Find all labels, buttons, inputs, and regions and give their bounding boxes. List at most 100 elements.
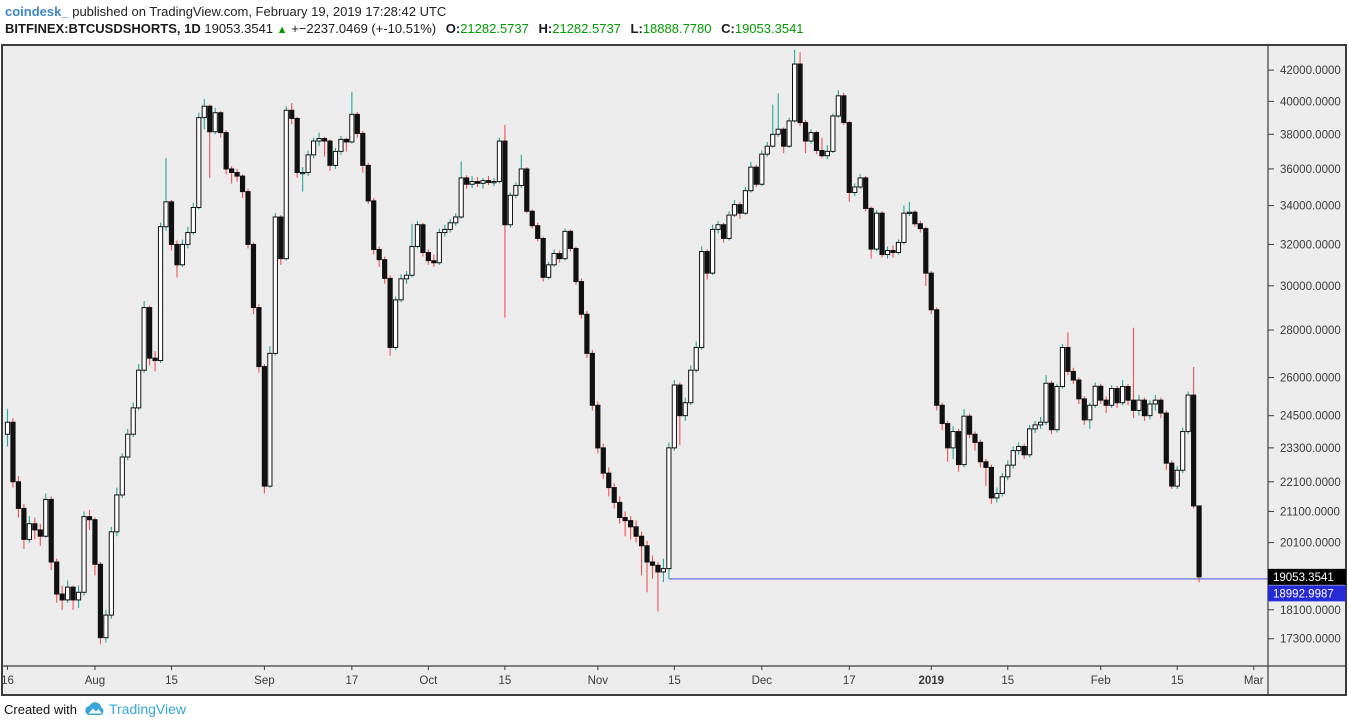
candle-body — [802, 122, 809, 142]
time-tick-label: Sep — [254, 675, 274, 687]
candle-body — [1103, 399, 1109, 406]
candle-body — [726, 214, 732, 239]
candle-body — [300, 172, 306, 175]
candle-body — [688, 369, 694, 404]
candle-body — [1070, 370, 1076, 381]
candle-body — [546, 264, 552, 278]
candle-body — [977, 441, 984, 463]
candle-body — [37, 529, 43, 537]
candle-body — [294, 117, 300, 174]
candle-body — [4, 421, 11, 435]
candle-body — [945, 423, 951, 449]
candle-body — [906, 211, 912, 214]
candle-body — [223, 132, 229, 170]
footer-attribution: Created with TradingView — [4, 701, 186, 717]
candle-body — [955, 431, 962, 466]
candle-body — [212, 112, 218, 133]
candle-body — [157, 226, 164, 362]
candlestick-series[interactable] — [4, 49, 1202, 645]
candle-body — [1065, 346, 1071, 372]
candle-body — [770, 133, 776, 147]
candle-body — [939, 404, 945, 425]
candle-body — [485, 180, 492, 183]
candle-body — [852, 186, 858, 194]
publisher-link[interactable]: coindesk_ — [5, 4, 69, 19]
candle-body — [81, 516, 87, 593]
candle-body — [1087, 404, 1093, 421]
tradingview-brand-link[interactable]: TradingView — [108, 701, 187, 717]
candle-body — [677, 384, 683, 417]
candle-body — [660, 568, 667, 573]
up-triangle-icon: ▲ — [276, 24, 288, 36]
candle-body — [917, 223, 923, 230]
price-tick-label: 42000.0000 — [1280, 65, 1341, 77]
candle-body — [649, 561, 656, 566]
symbol-title[interactable]: BITFINEX:BTCUSDSHORTS, 1D — [5, 21, 201, 36]
candle-body — [469, 181, 475, 185]
candle-body — [321, 138, 328, 142]
candle-body — [1021, 445, 1027, 456]
candle-body — [699, 251, 705, 348]
price-tick-label: 38000.0000 — [1280, 129, 1341, 141]
candle-body — [600, 447, 606, 474]
candle-body — [1125, 386, 1131, 401]
candle-body — [267, 352, 273, 487]
candle-body — [562, 230, 568, 260]
candle-body — [491, 181, 497, 184]
candle-body — [250, 243, 257, 309]
price-tick-label: 28000.0000 — [1280, 325, 1341, 337]
time-tick-label: 15 — [1001, 675, 1014, 687]
candle-body — [179, 243, 186, 266]
candle-body — [781, 128, 787, 147]
candle-body — [884, 249, 891, 256]
time-tick-label: 15 — [1171, 675, 1184, 687]
candle-body — [496, 140, 503, 183]
candle-body — [103, 614, 109, 639]
candle-body — [278, 216, 284, 260]
candle-body — [480, 180, 486, 184]
candle-body — [86, 516, 93, 521]
candle-body — [256, 307, 262, 368]
candle-body — [846, 122, 852, 194]
candle-body — [966, 415, 973, 435]
candle-body — [453, 216, 459, 224]
candle-body — [622, 517, 628, 522]
candle-body — [141, 307, 147, 371]
candle-body — [10, 421, 16, 483]
candle-body — [524, 168, 530, 212]
last-value: 19053.3541 — [204, 21, 274, 36]
price-tick-label: 20100.0000 — [1280, 538, 1341, 550]
candle-body — [234, 172, 240, 177]
time-axis[interactable]: 16 Aug 15 Sep 17 Oct 15 Nov 15 Dec 17 2019 15 Feb 15 Ma… — [1, 666, 1264, 687]
candle-body — [573, 247, 579, 283]
last-price-label: 19053.3541 — [1268, 568, 1346, 585]
candle-body — [1169, 462, 1175, 487]
candle-body — [753, 166, 759, 185]
candle-body — [48, 498, 54, 563]
time-tick-label: Dec — [752, 675, 773, 687]
ray-price-label-bg — [1268, 585, 1346, 602]
candle-body — [239, 175, 246, 193]
candle-body — [65, 586, 71, 601]
publish-info-line: coindesk_ published on TradingView.com, … — [5, 4, 446, 19]
candle-body — [895, 241, 902, 254]
candle-body — [310, 140, 317, 156]
change-text: +−2237.0469 (+-10.51%) — [291, 21, 437, 36]
candle-body — [644, 545, 650, 563]
candle-body — [229, 168, 235, 174]
candle-body — [671, 384, 677, 449]
candle-body — [1191, 394, 1197, 507]
candle-body — [371, 200, 377, 250]
candle-body — [43, 498, 49, 537]
time-tick-label: Nov — [588, 675, 609, 687]
candle-body — [737, 204, 743, 214]
cloud-mountain-logo-icon — [85, 702, 104, 715]
candle-body — [551, 253, 557, 266]
last-price-label-bg — [1268, 568, 1346, 585]
price-axis[interactable]: 42000.0000 40000.0000 38000.0000 36000.0000… — [1268, 65, 1341, 646]
candle-body — [261, 366, 268, 487]
candle-body — [923, 228, 929, 274]
candle-body — [928, 272, 934, 311]
